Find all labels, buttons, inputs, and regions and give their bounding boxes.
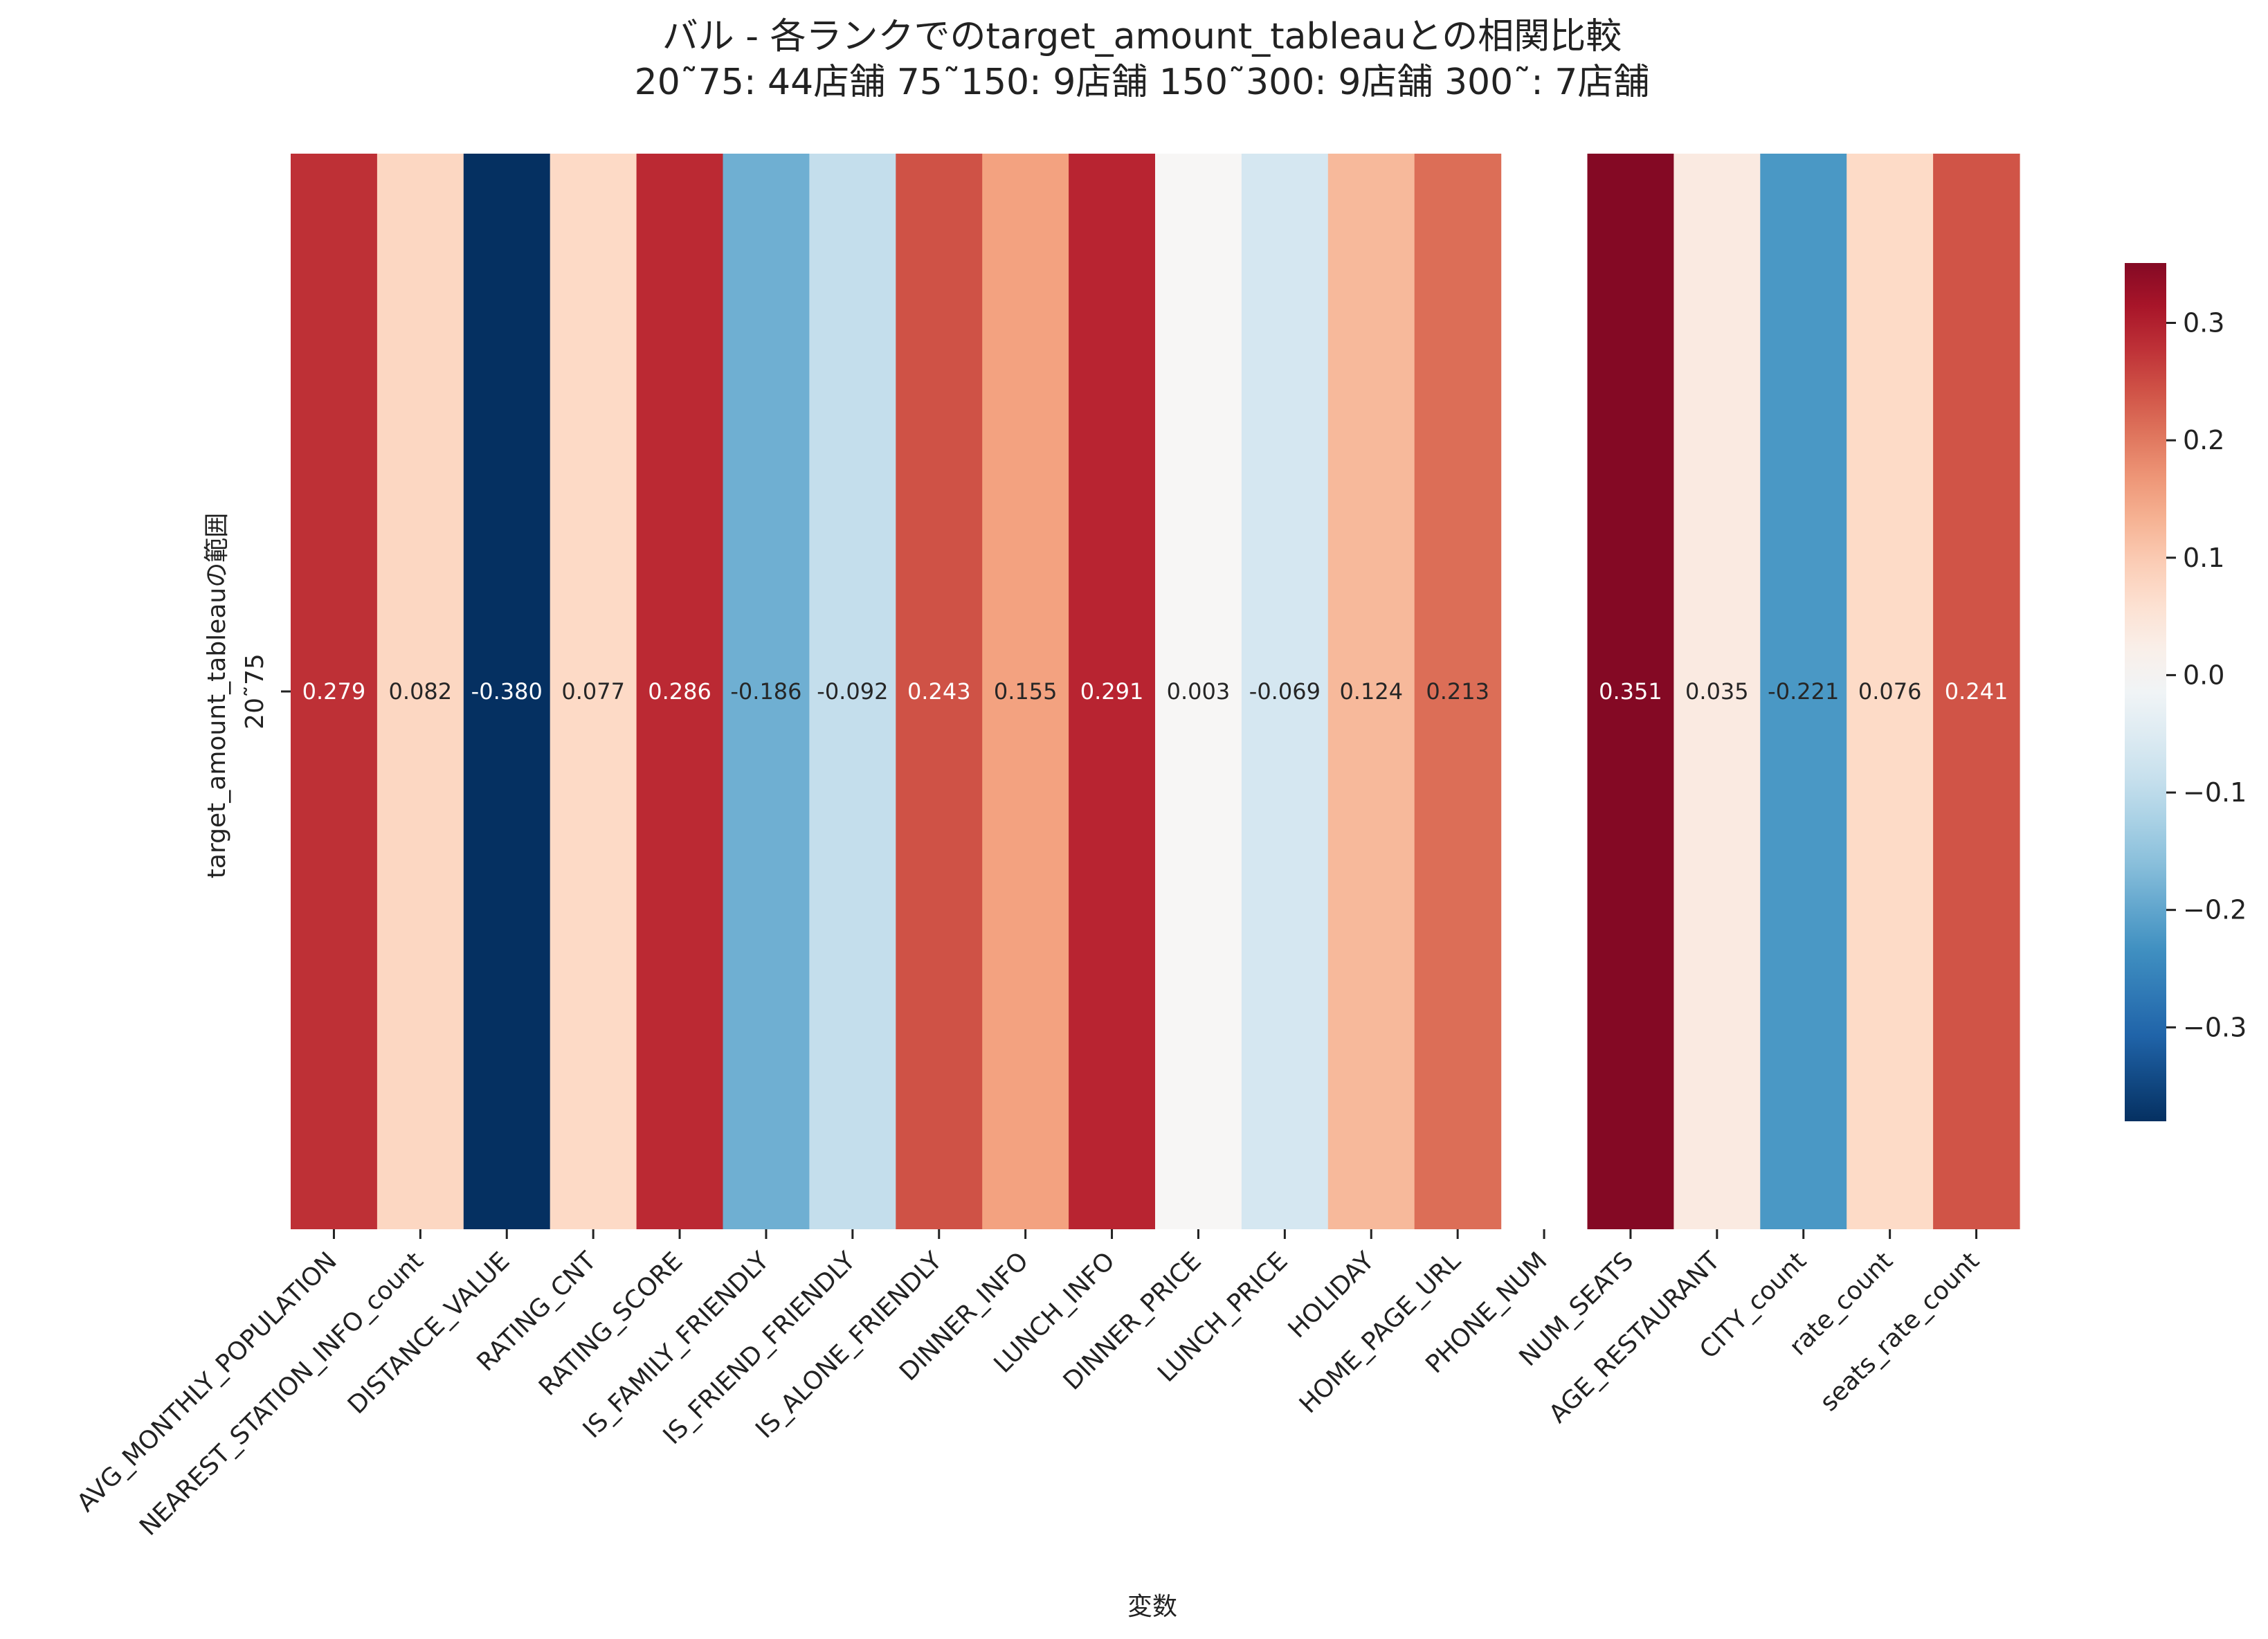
cell-value-label: -0.092	[817, 678, 888, 705]
heatmap-cell	[291, 154, 378, 1229]
y-tick-label: 20˜75	[241, 653, 269, 730]
y-axis-ticks: 20˜75	[241, 653, 291, 730]
colorbar-tick-label: −0.2	[2183, 895, 2247, 925]
colorbar-tick-label: −0.3	[2183, 1012, 2247, 1042]
heatmap-cell	[377, 154, 464, 1229]
cell-value-label: 0.155	[994, 678, 1058, 705]
heatmap-cells: 0.279 0.082 -0.380 0.077 0.286 -0.186 -0.092 0.…	[291, 154, 2020, 1229]
cell-value-label: 0.035	[1685, 678, 1749, 705]
cell-value-label: 0.003	[1167, 678, 1231, 705]
x-tick-label: AGE_RESTAURANT	[1544, 1247, 1726, 1429]
colorbar-tick-label: 0.1	[2183, 543, 2224, 573]
cell-value-label: -0.221	[1768, 678, 1839, 705]
colorbar-tick-label: 0.0	[2183, 660, 2224, 690]
cell-value-label: 0.279	[302, 678, 366, 705]
colorbar-tick-label: −0.1	[2183, 777, 2247, 808]
heatmap-cell	[1933, 154, 2020, 1229]
cell-value-label: 0.082	[389, 678, 453, 705]
cell-value-label: 0.077	[561, 678, 625, 705]
heatmap-cell	[550, 154, 637, 1229]
heatmap-cell	[896, 154, 983, 1229]
cell-value-label: 0.213	[1426, 678, 1489, 705]
colorbar-ticks: 0.3 0.2 0.1 0.0 −0.1 −0.2 −0.3	[2166, 308, 2247, 1042]
heatmap-cell	[1760, 154, 1847, 1229]
x-tick-label: seats_rate_count	[1815, 1247, 1985, 1417]
y-axis-label: target_amount_tableauの範囲	[203, 513, 231, 878]
cell-value-label: 0.351	[1599, 678, 1662, 705]
colorbar-tick-label: 0.3	[2183, 308, 2224, 338]
heatmap-cell	[1241, 154, 1329, 1229]
heatmap-cell	[982, 154, 1069, 1229]
heatmap-cell	[1587, 154, 1674, 1229]
cell-value-label: -0.186	[730, 678, 801, 705]
heatmap-cell	[1847, 154, 1934, 1229]
chart-title-line-2: 20˜75: 44店舗 75˜150: 9店舗 150˜300: 9店舗 300…	[635, 62, 1650, 103]
cell-value-label: 0.286	[648, 678, 711, 705]
cell-value-label: 0.243	[907, 678, 971, 705]
colorbar-tick-label: 0.2	[2183, 425, 2224, 455]
cell-value-label: -0.069	[1249, 678, 1321, 705]
chart-title-line-1: バル - 各ランクでのtarget_amount_tableauとの相関比較	[662, 16, 1622, 57]
heatmap-cell	[723, 154, 810, 1229]
x-axis-label: 変数	[1127, 1593, 1177, 1621]
heatmap-cell	[1327, 154, 1415, 1229]
cell-value-label: 0.291	[1080, 678, 1144, 705]
heatmap-cell	[1673, 154, 1761, 1229]
x-tick-label: RATING_SCORE	[534, 1247, 688, 1401]
heatmap-cell	[1155, 154, 1242, 1229]
heatmap-cell	[1414, 154, 1502, 1229]
cell-value-label: -0.380	[471, 678, 543, 705]
x-tick-label: HOME_PAGE_URL	[1294, 1247, 1467, 1419]
heatmap-cell	[463, 154, 551, 1229]
heatmap-cell	[809, 154, 896, 1229]
x-tick-label: DISTANCE_VALUE	[343, 1247, 516, 1420]
heatmap-cell	[1069, 154, 1156, 1229]
cell-value-label: 0.241	[1945, 678, 2008, 705]
cell-value-label: 0.124	[1339, 678, 1403, 705]
colorbar	[2125, 263, 2166, 1121]
cell-value-label: 0.076	[1858, 678, 1922, 705]
x-axis-ticks: AVG_MONTHLY_POPULATIONNEAREST_STATION_IN…	[72, 1229, 1985, 1541]
heatmap-cell	[636, 154, 724, 1229]
